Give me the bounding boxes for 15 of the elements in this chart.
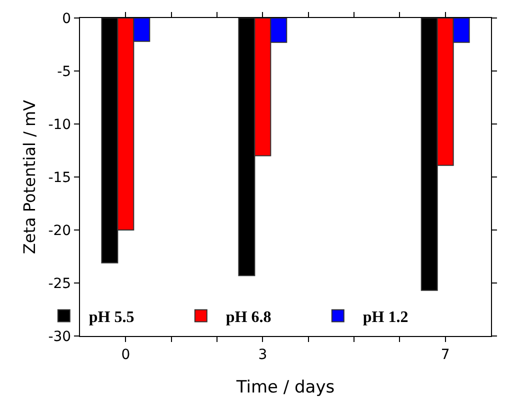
- y-tick-label: 0: [62, 10, 72, 27]
- x-tick-label: 3: [258, 346, 268, 363]
- y-tick-label: -25: [48, 276, 72, 292]
- y-tick-label: -15: [48, 170, 72, 186]
- x-axis-title: Time / days: [235, 377, 335, 398]
- y-tick-label: -10: [48, 116, 72, 133]
- y-tick-label: -30: [48, 328, 72, 345]
- y-axis-title: Zeta Potential / mV: [20, 100, 40, 254]
- x-tick-label: 0: [121, 346, 130, 363]
- legend-label: pH 6.8: [226, 308, 272, 326]
- y-tick-label: -5: [57, 64, 72, 80]
- legend-label: pH 1.2: [362, 308, 408, 326]
- y-tick-label: -20: [48, 222, 72, 239]
- x-tick-label: 7: [440, 346, 450, 363]
- legend-label: pH 5.5: [88, 308, 134, 326]
